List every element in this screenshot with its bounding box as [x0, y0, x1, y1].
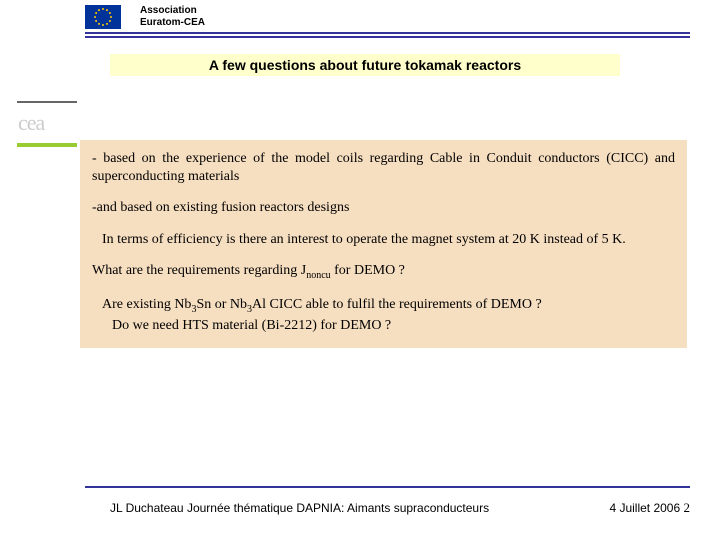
question-4: Do we need HTS material (Bi-2212) for DE… [92, 317, 675, 335]
header-org-line2: Euratom-CEA [140, 17, 205, 29]
question-3: Are existing Nb3Sn or Nb3Al CICC able to… [92, 296, 675, 316]
footer-left: JL Duchateau Journée thématique DAPNIA: … [110, 501, 489, 515]
bullet-2: -and based on existing fusion reactors d… [92, 199, 675, 217]
slide-title-banner: A few questions about future tokamak rea… [110, 54, 620, 76]
question-1: In terms of efficiency is there an inter… [92, 231, 675, 249]
header-org-line1: Association [140, 5, 205, 17]
bullet-1: - based on the experience of the model c… [92, 150, 675, 185]
footer-right: 4 Juillet 2006 2 [609, 500, 690, 516]
footer: JL Duchateau Journée thématique DAPNIA: … [110, 500, 690, 516]
header-rule-1 [85, 32, 690, 34]
header-org: Association Euratom-CEA [140, 5, 205, 29]
footer-rule [85, 486, 690, 488]
cea-logo: cea [18, 110, 44, 136]
content-box: - based on the experience of the model c… [80, 140, 687, 348]
page-number: 2 [684, 500, 691, 515]
sidebar-rule-green [17, 143, 77, 147]
sidebar-rule-dark [17, 101, 77, 103]
slide-title: A few questions about future tokamak rea… [209, 57, 521, 73]
eu-flag-icon [85, 5, 121, 29]
header-rule-2 [85, 36, 690, 38]
question-2: What are the requirements regarding Jnon… [92, 262, 675, 282]
